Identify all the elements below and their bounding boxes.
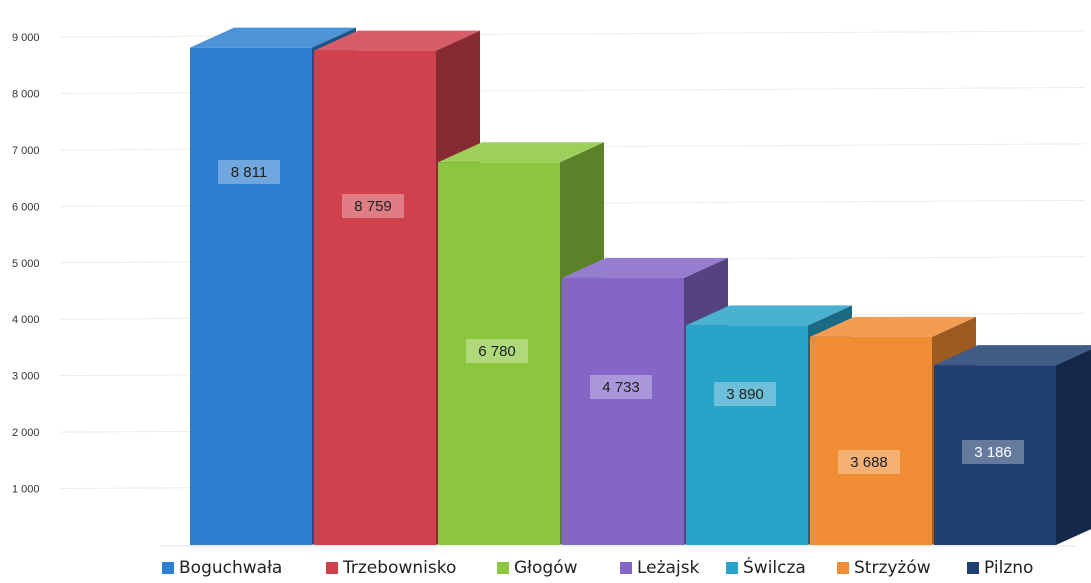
bar-front xyxy=(190,47,312,545)
data-label-box xyxy=(218,160,280,184)
y-tick-label: 2 000 xyxy=(12,427,40,439)
y-tick-label: 5 000 xyxy=(12,258,40,270)
bar-front xyxy=(686,325,808,545)
data-label-text: 4 733 xyxy=(602,379,640,396)
data-label: 3 688 xyxy=(838,450,900,474)
gridline xyxy=(59,30,1086,38)
data-label-box xyxy=(342,194,404,218)
bar-front xyxy=(562,277,684,545)
bar-top xyxy=(438,142,604,163)
bar-top xyxy=(686,305,852,326)
legend-label: Świlcza xyxy=(743,556,806,578)
y-tick-label: 8 000 xyxy=(12,88,40,100)
legend-swatch xyxy=(620,562,632,574)
legend-entry: Trzebownisko xyxy=(326,558,456,578)
y-tick-label: 7 000 xyxy=(12,145,40,157)
legend-label: Trzebownisko xyxy=(342,558,456,578)
bar-top xyxy=(810,316,976,337)
legend-swatch xyxy=(497,562,509,574)
bar-top xyxy=(562,257,728,278)
legend-swatch xyxy=(326,562,338,574)
bar-top xyxy=(934,345,1091,366)
legend-swatch xyxy=(162,562,174,574)
data-label-box xyxy=(714,382,776,406)
data-labels: 8 811 8 759 6 780 4 733 3 890 3 688 3 186 xyxy=(218,160,1024,474)
legend-entry: Głogów xyxy=(497,558,578,578)
legend-entry: Boguchwała xyxy=(162,558,282,578)
bar-top xyxy=(314,30,480,51)
data-label-text: 6 780 xyxy=(478,343,516,360)
legend: Boguchwała Trzebownisko Głogów Leżajsk Świlc… xyxy=(162,556,1033,578)
data-label-box xyxy=(962,440,1024,464)
y-axis-tick-labels: 1 000 2 000 3 000 4 000 5 000 6 000 7 000 8 000… xyxy=(12,32,40,496)
data-label-text: 3 890 xyxy=(726,386,764,403)
data-label-box xyxy=(466,339,528,363)
legend-entry: Pilzno xyxy=(967,558,1033,578)
data-label-text: 3 186 xyxy=(974,444,1012,461)
legend-entry: Leżajsk xyxy=(620,558,700,578)
data-label-text: 8 759 xyxy=(354,198,392,215)
legend-swatch xyxy=(726,562,738,574)
legend-label: Leżajsk xyxy=(637,558,700,578)
data-label: 3 890 xyxy=(714,382,776,406)
legend-label: Pilzno xyxy=(984,558,1033,578)
bar-side xyxy=(1056,349,1091,545)
legend-entry: Strzyżów xyxy=(837,558,931,578)
legend-label: Strzyżów xyxy=(854,558,931,578)
data-label: 3 186 xyxy=(962,440,1024,464)
data-label: 8 811 xyxy=(218,160,280,184)
y-tick-label: 9 000 xyxy=(12,32,40,44)
y-tick-label: 4 000 xyxy=(12,314,40,326)
bars xyxy=(160,27,1091,547)
bar-front xyxy=(314,50,436,545)
legend-swatch xyxy=(837,562,849,574)
data-label: 6 780 xyxy=(466,339,528,363)
legend-entry: Świlcza xyxy=(726,556,806,578)
legend-label: Głogów xyxy=(514,558,578,578)
legend-label: Boguchwała xyxy=(179,558,282,578)
y-tick-label: 3 000 xyxy=(12,371,40,383)
data-label-text: 8 811 xyxy=(231,164,267,181)
bar-front xyxy=(810,336,932,545)
data-label: 4 733 xyxy=(590,375,652,399)
data-label-box xyxy=(838,450,900,474)
data-label: 8 759 xyxy=(342,194,404,218)
data-label-box xyxy=(590,375,652,399)
bar-top xyxy=(190,27,356,48)
y-tick-label: 1 000 xyxy=(12,484,40,496)
data-label-text: 3 688 xyxy=(850,454,888,471)
y-tick-label: 6 000 xyxy=(12,201,40,213)
legend-swatch xyxy=(967,562,979,574)
